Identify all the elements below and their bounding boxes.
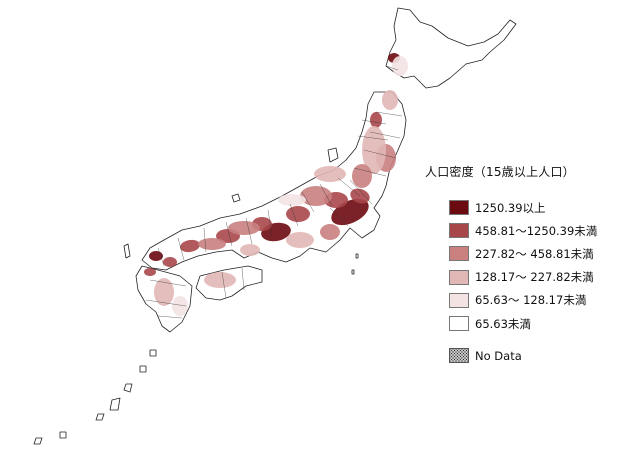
density-region [154,278,174,306]
prefecture-border [329,207,349,227]
density-region [180,239,200,253]
density-region [149,251,163,261]
prefecture-border [301,191,315,213]
density-region [320,224,340,240]
prefecture-border [157,247,165,267]
density-region [198,238,226,250]
prefecture-border [177,237,185,261]
density-region [228,221,260,235]
density-region [300,186,332,206]
prefecture-border [225,221,233,247]
no-data-swatch [449,348,469,363]
prefecture-border [337,177,361,197]
prefecture-border [267,209,273,237]
prefecture-border [375,111,403,117]
oki-islands [231,193,241,203]
legend-label: 128.17～ 227.82未満 [475,270,594,285]
prefecture-border [221,271,227,299]
density-region [382,90,398,110]
density-region [286,232,314,248]
prefecture-border [289,203,299,227]
legend-swatch [449,316,469,332]
density-region [314,166,346,182]
prefecture-border [361,119,387,125]
legend-swatch [449,200,469,216]
legend-label: 65.63～ 128.17未満 [475,293,587,308]
legend: 人口密度（15歳以上人口） 1250.39以上 458.81～1250.39未満 2… [425,163,620,363]
prefecture-border [149,279,187,287]
prefecture-border [157,315,183,319]
density-region [286,206,310,222]
prefecture-border [369,131,401,139]
legend-class-1: 1250.39以上 [425,196,620,219]
prefecture-border [245,217,253,245]
legend-no-data: No Data [425,348,522,363]
legend-swatch [449,269,469,285]
legend-class-3: 227.82～ 458.81未満 [425,242,620,265]
nansei-islands [33,349,157,445]
prefecture-border [349,179,373,205]
density-region [392,56,408,76]
legend-label: 227.82～ 458.81未満 [475,246,594,261]
legend-class-2: 458.81～1250.39未満 [425,219,620,242]
prefecture-border [319,183,333,207]
prefecture-border [145,299,187,307]
legend-classes: 1250.39以上 458.81～1250.39未満 227.82～ 458.81未… [425,196,620,335]
legend-class-6: 65.63未満 [425,312,620,335]
density-region [352,164,372,188]
no-data-label: No Data [475,348,522,363]
izu-islands [351,253,359,275]
density-region [144,268,156,276]
prefecture-border [363,149,397,159]
legend-class-5: 65.63～ 128.17未満 [425,289,620,312]
legend-label: 458.81～1250.39未満 [475,223,598,238]
density-shading [144,53,408,316]
density-region [362,126,386,174]
density-region [278,194,306,206]
prefecture-border [385,65,399,71]
legend-label: 65.63未満 [475,316,531,331]
legend-swatch [449,223,469,239]
sado-island [327,147,339,163]
honshu-island [141,91,407,271]
density-region [204,272,236,288]
legend-swatch [449,246,469,262]
municipal-borders [145,65,403,319]
density-region [240,244,260,256]
legend-label: 1250.39以上 [475,200,546,215]
prefecture-border [241,267,245,291]
hokkaido-island [385,7,517,89]
legend-swatch [449,292,469,308]
density-region [370,112,382,128]
density-region [163,257,177,267]
prefecture-border [353,167,387,177]
prefecture-border [357,135,389,141]
density-region [172,296,188,316]
legend-class-4: 128.17～ 227.82未満 [425,266,620,289]
tsushima-island [123,243,131,259]
prefecture-border [203,227,207,253]
legend-title: 人口密度（15歳以上人口） [425,165,575,179]
